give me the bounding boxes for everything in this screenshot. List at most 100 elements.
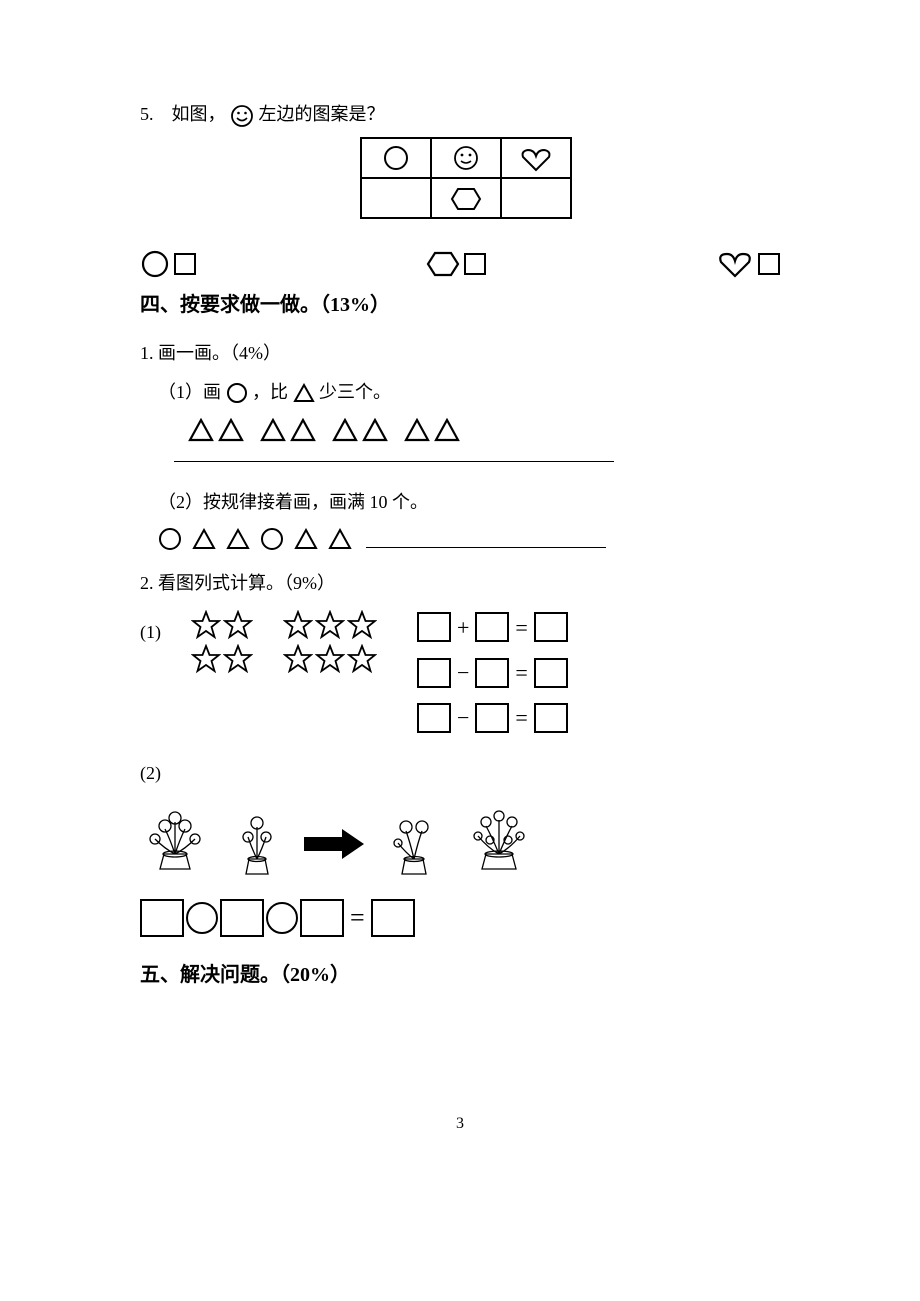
answer-blank[interactable] [174,461,614,462]
equals: = [515,655,527,690]
s4-q1a: （1）画 ，比 少三个。 [158,378,780,463]
pattern-sequence [158,527,352,551]
triangle-icon [294,528,318,550]
s4-q2-part2: (2) [140,759,780,938]
cell-0-2 [501,138,571,178]
part2-label: (2) [140,759,780,788]
star-icon [191,610,221,640]
flowerpot-icon [464,804,534,883]
equation-box[interactable] [534,612,568,642]
equation-box[interactable] [220,899,264,937]
cell-1-2 [501,178,571,218]
triangle-icon [293,383,315,403]
star-icon [315,644,345,674]
pattern-row [158,527,780,551]
star-icon [223,644,253,674]
operator-circle[interactable] [266,902,298,934]
choice-heart[interactable] [716,249,780,279]
q5-suffix: 左边的图案是？ [259,104,385,124]
q1a-suffix: 少三个。 [319,382,391,402]
choice-circle[interactable] [140,249,196,279]
pattern-blank[interactable] [366,530,606,548]
q5-prefix: 5. 如图， [140,104,226,124]
circle-icon [381,143,411,173]
triangle-row [188,414,780,443]
flower-row [140,804,780,883]
s4-q2-heading: 2. 看图列式计算。（9%） [140,569,780,598]
triangle-icon [362,418,388,442]
equals-sign: = [350,897,365,939]
star-icon [347,610,377,640]
circle-icon [260,527,284,551]
equation-box[interactable] [417,658,451,688]
operator-circle[interactable] [186,902,218,934]
star-icon [283,644,313,674]
choice-row [140,249,780,279]
checkbox-icon[interactable] [464,253,486,275]
triangle-icon [192,528,216,550]
circle-icon [140,249,170,279]
page-number: 3 [140,1111,780,1137]
triangle-icon [434,418,460,442]
star-icon [347,644,377,674]
q1a-mid: ，比 [252,382,288,402]
q5-table [360,137,780,219]
hexagon-icon [426,250,460,278]
smiley-icon [451,143,481,173]
equation-box[interactable] [475,658,509,688]
cell-1-1 [431,178,501,218]
heart-icon [716,249,754,279]
checkbox-icon[interactable] [758,253,780,275]
star-icon [223,610,253,640]
flowerpot-icon [232,809,282,879]
smiley-inline-icon [230,104,254,128]
circle-icon [158,527,182,551]
triangle-icon [328,528,352,550]
equation-box[interactable] [300,899,344,937]
q5-text: 5. 如图， 左边的图案是？ [140,100,780,129]
equation-box[interactable] [534,703,568,733]
equation-line: −= [417,655,568,690]
star-icon [191,644,221,674]
star-icon [283,610,313,640]
equation-box[interactable] [534,658,568,688]
flowerpot-icon [140,804,210,883]
triangle-icon [188,418,214,442]
operator: − [457,700,469,735]
stars-right [283,610,377,674]
cell-0-0 [361,138,431,178]
cell-1-0 [361,178,431,218]
section4-title: 四、按要求做一做。（13%） [140,289,780,321]
operator: + [457,610,469,645]
choice-hexagon[interactable] [426,250,486,278]
s4-q1-heading: 1. 画一画。（4%） [140,339,780,368]
q1a-prefix: （1）画 [158,382,226,402]
equation-box[interactable] [140,899,184,937]
part1-label: (1) [140,610,161,647]
equation-line-2: = [140,897,780,939]
star-icon [315,610,345,640]
equals: = [515,610,527,645]
equation-box[interactable] [475,703,509,733]
equations: +=−=−= [417,610,568,736]
heart-icon [519,145,553,173]
s4-q1b: （2）按规律接着画，画满 10 个。 [158,488,780,551]
equation-line: −= [417,700,568,735]
equation-box[interactable] [417,612,451,642]
cell-0-1 [431,138,501,178]
triangle-icon [404,418,430,442]
triangle-icon [260,418,286,442]
s4-q2-part1: (1) +=−=−= [140,610,780,736]
checkbox-icon[interactable] [174,253,196,275]
q1b-text: （2）按规律接着画，画满 10 个。 [158,488,780,517]
equation-box[interactable] [417,703,451,733]
flowerpot-icon [386,809,442,879]
hexagon-icon [450,186,482,212]
equals: = [515,700,527,735]
equation-line: += [417,610,568,645]
triangle-icon [290,418,316,442]
equation-box[interactable] [371,899,415,937]
operator: − [457,655,469,690]
equation-box[interactable] [475,612,509,642]
stars-left [191,610,253,674]
